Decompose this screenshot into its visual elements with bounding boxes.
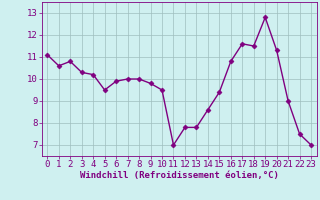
X-axis label: Windchill (Refroidissement éolien,°C): Windchill (Refroidissement éolien,°C)	[80, 171, 279, 180]
